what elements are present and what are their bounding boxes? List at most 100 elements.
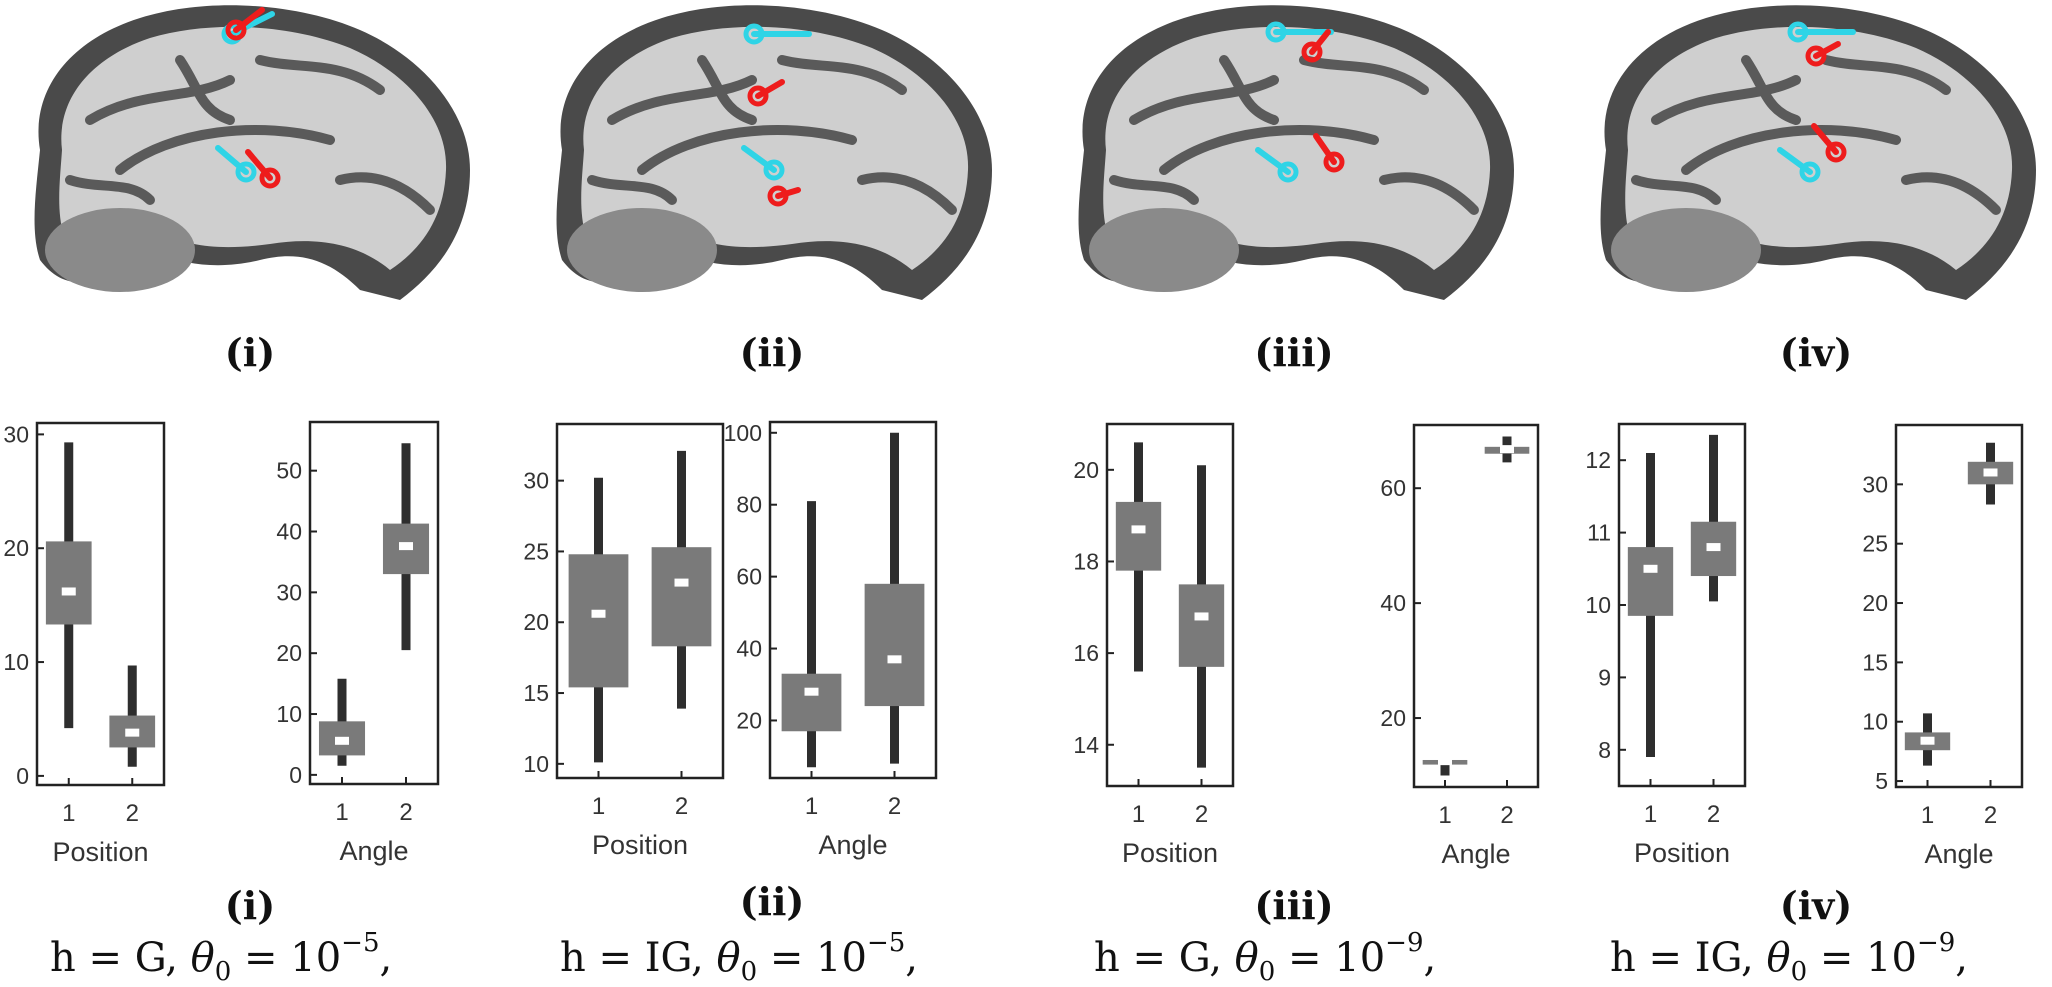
y-tick-label: 60 <box>736 564 762 590</box>
x-tick-label: 1 <box>335 799 348 826</box>
brain-fold-line <box>607 75 757 125</box>
caption-2: h = IG, θ0 = 10−5, <box>560 928 918 987</box>
y-tick-label: 15 <box>523 680 549 706</box>
caption-exponent: −5 <box>866 928 906 958</box>
brain-fold-line <box>175 55 235 125</box>
caption-value: = 10 <box>757 935 867 981</box>
axes-frame <box>1412 423 1540 789</box>
x-tick-label: 1 <box>1644 801 1657 828</box>
x-tick-label: 1 <box>62 800 75 827</box>
caption-subscript: 0 <box>740 957 758 987</box>
dipole-marker-dot <box>1265 21 1287 43</box>
y-tick-label: 40 <box>1380 590 1406 616</box>
brain-fold-line <box>1299 55 1429 95</box>
y-tick-label: 30 <box>1862 471 1888 497</box>
dipole-marker-dot <box>1301 41 1323 63</box>
x-tick-label: 1 <box>1132 801 1145 828</box>
iqr-box <box>1178 584 1225 667</box>
caption-theta: θ <box>716 935 741 981</box>
brain-cerebellum-shape <box>45 208 195 292</box>
iqr-box <box>568 554 629 688</box>
median-mark <box>887 655 902 664</box>
caption-1: h = G, θ0 = 10−5, <box>50 928 392 987</box>
brain-fold-line <box>255 55 385 95</box>
median-mark <box>1438 757 1452 766</box>
brain-matter-shape <box>59 26 447 271</box>
x-axis-label: Angle <box>1441 839 1510 869</box>
y-tick-label: 20 <box>276 640 302 666</box>
median-mark <box>804 687 819 696</box>
x-tick-label: 2 <box>675 793 688 820</box>
iqr-box <box>864 583 925 707</box>
x-axis-label: Position <box>52 837 148 867</box>
boxplot-3-angle: 20 40 60 1 2 Angle <box>1380 423 1540 869</box>
brain-label-2: (ii) <box>739 330 805 375</box>
boxplot-1-angle: 0 10 20 30 40 50 1 2 Angle <box>276 420 440 866</box>
boxplot-3-position: 14 16 18 20 1 2 Position <box>1073 422 1235 868</box>
caption-value: = 10 <box>231 935 342 981</box>
y-tick-label: 10 <box>276 701 302 727</box>
axes-frame <box>308 420 440 786</box>
caption-subscript: 0 <box>1790 957 1808 987</box>
dipole-marker-dot <box>1805 45 1827 67</box>
brain-fold-line <box>65 175 155 205</box>
brain-fold-line <box>587 175 677 205</box>
iqr-box <box>1627 547 1674 616</box>
caption-suffix: , <box>379 935 393 981</box>
y-tick-label: 10 <box>3 649 29 675</box>
brain-matter-shape <box>1625 26 2013 271</box>
brain-image-1 <box>0 0 500 320</box>
x-tick-label: 1 <box>805 793 818 820</box>
x-axis-label: Position <box>592 830 688 860</box>
dipole-marker-dot <box>1277 161 1299 183</box>
x-tick-label: 2 <box>1707 801 1720 828</box>
brain-fold-line <box>637 125 857 175</box>
caption-theta: θ <box>1766 935 1791 981</box>
y-tick-label: 20 <box>523 609 549 635</box>
y-tick-label: 50 <box>276 458 302 484</box>
y-tick-label: 30 <box>523 468 549 494</box>
dipole-marker-dot <box>1825 141 1847 163</box>
y-tick-label: 15 <box>1862 649 1888 675</box>
y-tick-label: 18 <box>1073 548 1099 574</box>
y-tick-label: 80 <box>736 492 762 518</box>
x-axis-label: Angle <box>339 836 408 866</box>
dipole-stem-line <box>755 79 785 99</box>
y-tick-label: 8 <box>1598 737 1611 763</box>
axes-frame <box>35 421 166 787</box>
brain-label-4: (iv) <box>1779 330 1853 375</box>
median-mark <box>335 736 349 745</box>
caption-head: h = G, <box>50 935 191 981</box>
median-mark <box>61 587 76 596</box>
dipole-stem-line <box>1309 29 1331 55</box>
caption-theta: θ <box>1234 935 1259 981</box>
median-mark <box>674 578 689 587</box>
brain-fold-line <box>1631 175 1721 205</box>
x-tick-label: 1 <box>1438 802 1451 829</box>
median-mark <box>591 609 606 618</box>
dipole-stem-line <box>1313 133 1337 165</box>
iqr-box <box>45 541 92 625</box>
y-tick-label: 10 <box>1585 592 1611 618</box>
x-axis-label: Position <box>1122 838 1218 868</box>
dipole-marker-dot <box>225 19 247 41</box>
brain-fold-line <box>1681 125 1901 175</box>
y-tick-label: 14 <box>1073 732 1099 758</box>
caption-suffix: , <box>1955 935 1968 981</box>
dipole-stem-line <box>1813 41 1841 59</box>
axes-frame <box>1894 423 2024 789</box>
brain-fold-line <box>1901 172 2001 215</box>
dipole-marker-dot <box>1323 151 1345 173</box>
axes-frame <box>555 422 725 780</box>
y-tick-label: 10 <box>1862 709 1888 735</box>
brain-fold-line <box>335 172 435 215</box>
median-mark <box>1194 612 1209 621</box>
caption-head: h = IG, <box>560 935 717 981</box>
median-mark <box>399 542 413 551</box>
y-tick-label: 9 <box>1598 664 1611 690</box>
iqr-box <box>781 673 842 732</box>
brain-fold-line <box>85 75 235 125</box>
axes-frame <box>1105 422 1235 788</box>
